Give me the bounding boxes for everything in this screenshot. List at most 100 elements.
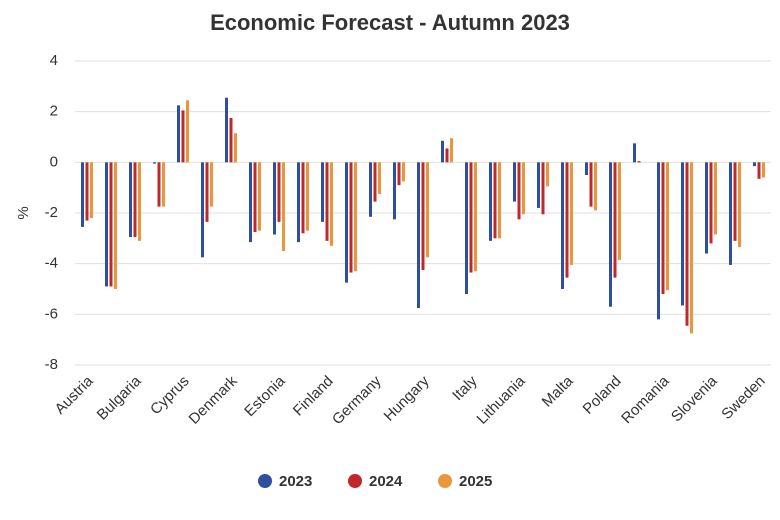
x-tick-label: Malta (539, 372, 577, 410)
x-tick-label: Cyprus (147, 373, 193, 419)
bar (325, 162, 329, 241)
bar (81, 162, 84, 227)
bar (114, 162, 117, 289)
bar (186, 100, 189, 163)
bar (421, 162, 425, 270)
x-tick-label: Romania (618, 372, 673, 427)
bar (162, 162, 165, 207)
legend-label: 2025 (459, 473, 492, 490)
legend-marker (258, 474, 272, 488)
bar (498, 162, 501, 239)
bar (594, 162, 597, 211)
bar (546, 162, 549, 187)
x-tick-label: Denmark (186, 372, 241, 427)
bar (589, 162, 593, 207)
bar (349, 162, 353, 273)
bar (105, 162, 108, 287)
bar (757, 162, 761, 179)
bar (714, 162, 717, 235)
bar (129, 162, 132, 238)
bar (637, 161, 641, 163)
x-tick-label: Finland (290, 373, 337, 420)
bar (354, 162, 357, 272)
x-tick-label: Lithuania (474, 372, 530, 428)
y-tick-label: -8 (45, 356, 58, 373)
bar (561, 162, 564, 289)
bar (282, 162, 285, 251)
bar (397, 162, 401, 186)
bar (330, 162, 333, 246)
bar (705, 162, 708, 254)
bar (205, 162, 209, 222)
bar (229, 118, 233, 163)
bar (373, 162, 377, 202)
bar (661, 162, 665, 295)
bar (762, 162, 765, 178)
bar (489, 162, 492, 241)
y-tick-label: 4 (50, 52, 58, 69)
bar (426, 162, 429, 258)
bar (378, 162, 381, 194)
bar (201, 162, 204, 258)
bar (297, 162, 300, 243)
bar (517, 162, 521, 220)
x-tick-label: Estonia (241, 372, 289, 420)
bar (225, 97, 228, 163)
legend-marker (438, 474, 452, 488)
bar (609, 162, 612, 307)
bar (565, 162, 569, 278)
bar (210, 162, 213, 207)
x-tick-label: Hungary (381, 372, 433, 424)
bar (157, 162, 161, 207)
bar (417, 162, 420, 308)
bar (445, 148, 449, 163)
legend-label: 2023 (279, 473, 312, 490)
bar (441, 140, 444, 163)
x-tick-label: Bulgaria (94, 372, 145, 423)
bar (85, 162, 89, 221)
bar (277, 162, 281, 222)
bar (618, 162, 621, 260)
y-tick-label: -2 (45, 204, 58, 221)
bar (657, 162, 660, 320)
bar (306, 162, 309, 231)
y-tick-label: 2 (50, 103, 58, 120)
bar (153, 162, 156, 164)
bar (709, 162, 713, 244)
legend-label: 2024 (369, 473, 403, 490)
bar (465, 162, 468, 295)
bar (585, 162, 588, 175)
bar (133, 162, 137, 238)
bar (249, 162, 252, 243)
legend-marker (348, 474, 362, 488)
bar (369, 162, 372, 217)
bar (321, 162, 324, 222)
bar (690, 162, 693, 334)
bar (474, 162, 477, 272)
bar (138, 162, 141, 241)
bar (685, 162, 689, 326)
y-axis-label: % (15, 206, 32, 219)
bar (450, 138, 453, 163)
y-tick-label: 0 (50, 153, 58, 170)
bar (633, 143, 636, 163)
bar (234, 133, 237, 163)
bar (613, 162, 617, 278)
bar (301, 162, 305, 234)
bar (570, 162, 573, 265)
bar (522, 162, 525, 215)
x-tick-label: Italy (449, 372, 481, 404)
bar (541, 162, 545, 215)
bar (90, 162, 93, 219)
bar (402, 162, 405, 182)
bar (733, 162, 737, 241)
y-tick-label: -4 (45, 255, 58, 272)
bar (738, 162, 741, 248)
bar (253, 162, 257, 232)
bar (345, 162, 348, 283)
bar (393, 162, 396, 220)
bar (681, 162, 684, 306)
bar (493, 162, 497, 239)
x-tick-label: Austria (52, 372, 97, 417)
